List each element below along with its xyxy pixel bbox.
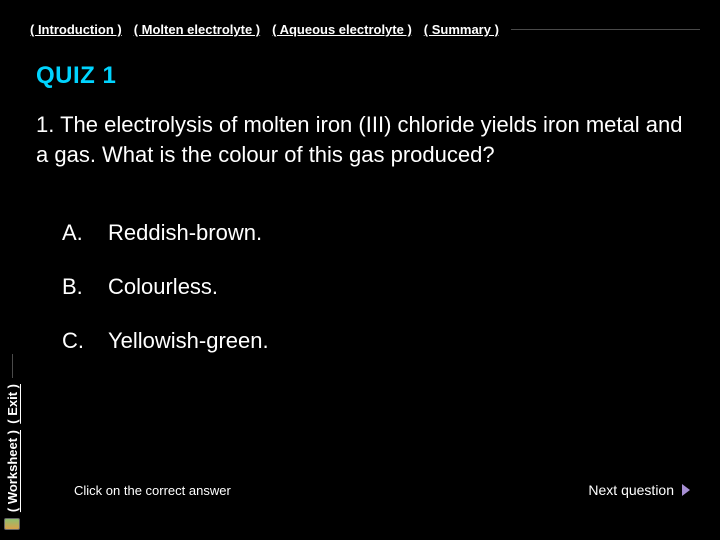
nav-molten-electrolyte[interactable]: ( Molten electrolyte ) xyxy=(134,22,260,37)
nav-summary[interactable]: ( Summary ) xyxy=(424,22,499,37)
option-c[interactable]: C. Yellowish-green. xyxy=(62,328,269,354)
option-text: Reddish-brown. xyxy=(108,220,262,246)
top-nav: ( Introduction ) ( Molten electrolyte ) … xyxy=(30,22,700,37)
nav-exit[interactable]: ( Exit ) xyxy=(5,384,20,424)
nav-worksheet[interactable]: ( Worksheet ) xyxy=(5,430,20,512)
top-nav-rule xyxy=(511,29,700,30)
quiz-question: 1. The electrolysis of molten iron (III)… xyxy=(36,110,690,169)
worksheet-icon xyxy=(4,518,20,530)
next-question-label: Next question xyxy=(588,482,674,498)
nav-aqueous-electrolyte[interactable]: ( Aqueous electrolyte ) xyxy=(272,22,412,37)
nav-introduction[interactable]: ( Introduction ) xyxy=(30,22,122,37)
quiz-title: QUIZ 1 xyxy=(36,62,116,90)
option-letter: C. xyxy=(62,328,108,354)
arrow-right-icon xyxy=(682,484,690,496)
quiz-hint: Click on the correct answer xyxy=(74,483,231,498)
option-letter: B. xyxy=(62,274,108,300)
option-text: Colourless. xyxy=(108,274,218,300)
side-nav: ( Exit ) ( Worksheet ) xyxy=(4,354,20,530)
option-a[interactable]: A. Reddish-brown. xyxy=(62,220,269,246)
option-text: Yellowish-green. xyxy=(108,328,269,354)
side-nav-rule xyxy=(12,354,13,378)
option-letter: A. xyxy=(62,220,108,246)
quiz-options: A. Reddish-brown. B. Colourless. C. Yell… xyxy=(62,220,269,382)
option-b[interactable]: B. Colourless. xyxy=(62,274,269,300)
next-question-button[interactable]: Next question xyxy=(588,482,690,498)
